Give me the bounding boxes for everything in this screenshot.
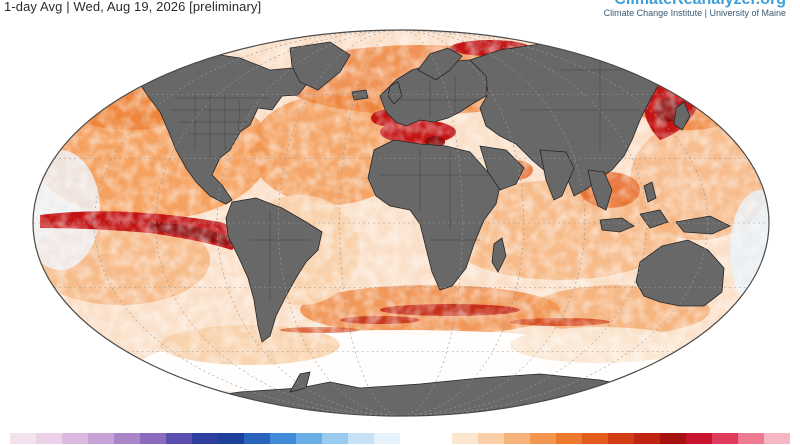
land-scandinavia	[417, 47, 463, 81]
color-scale-swatch	[738, 433, 764, 444]
color-scale-swatch	[62, 433, 88, 444]
land-south-america	[225, 197, 323, 343]
land-philippines	[643, 181, 657, 203]
land-australia	[635, 239, 725, 307]
color-scale-swatch	[712, 433, 738, 444]
graticule-meridian	[216, 30, 586, 416]
color-scale-swatch	[582, 433, 608, 444]
graticule-meridian	[339, 30, 463, 416]
color-scale-swatch	[36, 433, 62, 444]
land-new-guinea	[675, 215, 731, 235]
color-scale-swatch	[660, 433, 686, 444]
color-scale-swatch	[192, 433, 218, 444]
color-scale-swatch	[452, 433, 478, 444]
color-scale-bar	[10, 433, 790, 444]
color-scale-swatch	[270, 433, 296, 444]
brand-block: ClimateReanalyzer.org Climate Change Ins…	[604, 0, 786, 19]
color-scale-swatch	[296, 433, 322, 444]
land-africa	[367, 139, 501, 291]
land-arabia	[479, 145, 525, 191]
color-scale-swatch	[426, 433, 452, 444]
color-scale-swatch	[608, 433, 634, 444]
color-scale-swatch	[400, 433, 426, 444]
land-indonesia	[599, 217, 635, 233]
map-subtitle: 1-day Avg | Wed, Aug 19, 2026 [prelimina…	[4, 0, 262, 14]
graticule-meridian	[155, 30, 647, 416]
color-scale-swatch	[478, 433, 504, 444]
graticule-meridian	[94, 30, 708, 416]
brand-affiliation: Climate Change Institute | University of…	[603, 8, 786, 18]
land-india	[539, 149, 575, 201]
land-greenland	[289, 41, 351, 91]
graticule-meridian	[278, 30, 524, 416]
color-scale-swatch	[88, 433, 114, 444]
color-scale-swatch	[374, 433, 400, 444]
color-scale-swatch	[348, 433, 374, 444]
color-scale-swatch	[140, 433, 166, 444]
land-antarctic-peninsula	[289, 371, 311, 393]
land-new-zealand	[739, 295, 753, 321]
color-scale-swatch	[504, 433, 530, 444]
land-japan	[673, 101, 691, 131]
color-scale-swatch	[686, 433, 712, 444]
color-scale-swatch	[244, 433, 270, 444]
land-borneo	[639, 209, 669, 229]
color-scale-swatch	[114, 433, 140, 444]
color-scale-swatch	[166, 433, 192, 444]
color-scale-swatch	[10, 433, 36, 444]
color-scale-swatch	[556, 433, 582, 444]
graticule	[33, 30, 769, 416]
land-southeast-asia	[587, 169, 613, 211]
land-madagascar	[491, 237, 507, 273]
color-scale-swatch	[764, 433, 790, 444]
color-scale-swatch	[530, 433, 556, 444]
globe-outline	[32, 29, 770, 417]
color-scale-swatch	[322, 433, 348, 444]
brand-name[interactable]: ClimateReanalyzer.org	[604, 0, 786, 8]
color-scale-swatch	[218, 433, 244, 444]
land-iceland	[351, 89, 369, 101]
color-scale-swatch	[634, 433, 660, 444]
